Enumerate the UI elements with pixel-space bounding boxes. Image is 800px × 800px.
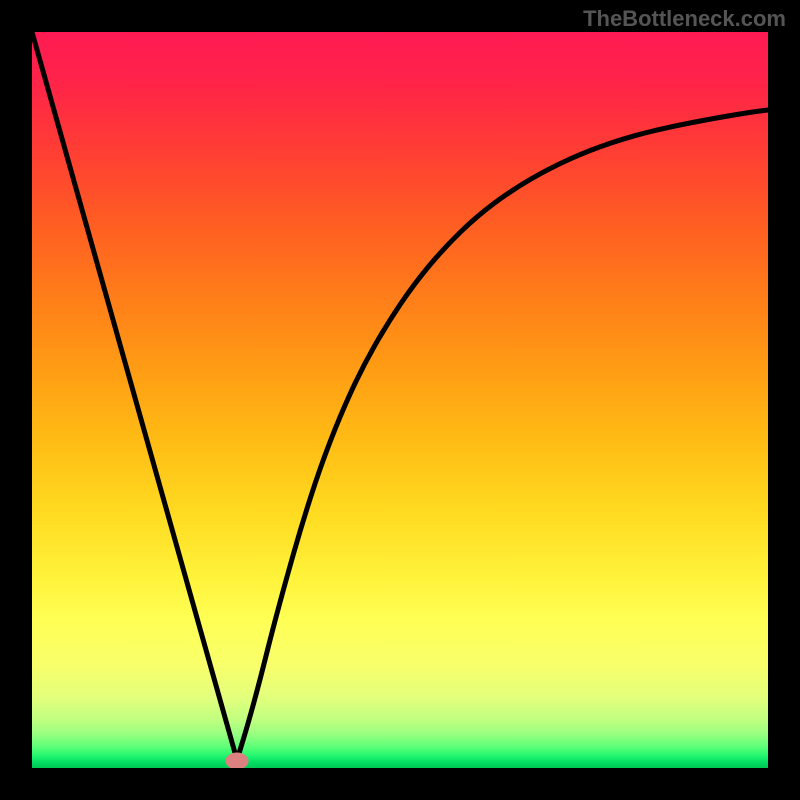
minimum-marker — [226, 753, 248, 768]
watermark-text: TheBottleneck.com — [583, 6, 786, 32]
curve-layer — [32, 32, 768, 768]
plot-area — [32, 32, 768, 768]
chart-container: TheBottleneck.com — [0, 0, 800, 800]
bottleneck-curve — [32, 32, 768, 760]
